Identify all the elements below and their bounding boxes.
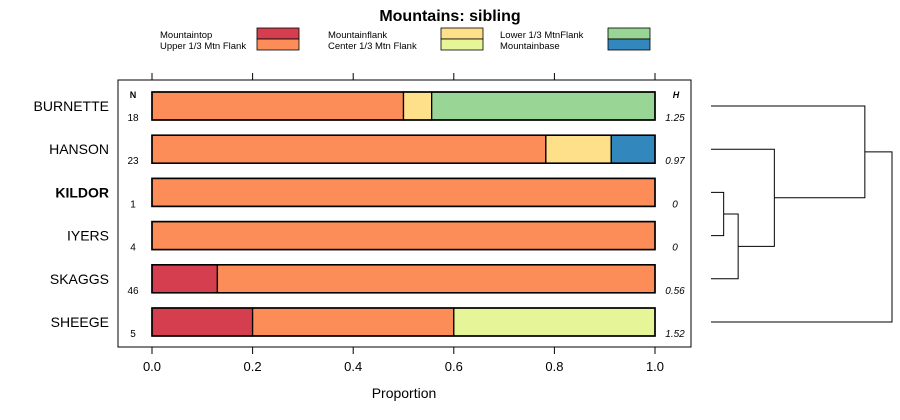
legend-swatch (256, 38, 300, 51)
n-value: 18 (127, 113, 139, 124)
bar-segment (151, 220, 656, 251)
bar-outline (151, 177, 656, 208)
bar-segment (151, 91, 405, 121)
category-label: BURNETTE (34, 98, 109, 114)
dendrogram-link (711, 213, 739, 280)
top-axis-ticks (151, 73, 656, 80)
h-value: 0.56 (665, 286, 685, 297)
bar-segment (151, 134, 547, 164)
category-label: SHEEGE (51, 314, 109, 330)
legend-label: Mountainbase (500, 41, 560, 52)
bar-segment (610, 134, 656, 164)
x-tick-label: 0.6 (445, 359, 463, 374)
h-value: 0 (672, 243, 678, 254)
legend-item: Center 1/3 Mtn Flank (328, 38, 484, 52)
legend-swatch (607, 27, 651, 40)
bar-segment (545, 134, 612, 164)
category-label: SKAGGS (50, 271, 109, 287)
legend-label: Lower 1/3 MtnFlank (500, 30, 584, 41)
bar-outline (151, 220, 656, 251)
h-value: 1.52 (665, 329, 685, 340)
x-tick-label: 0.2 (244, 359, 262, 374)
n-value: 46 (127, 286, 139, 297)
dendrogram-link (711, 151, 893, 323)
legend-item: Mountainbase (500, 38, 651, 52)
bar-segment (151, 264, 219, 294)
legend-label: Mountaintop (160, 30, 212, 41)
h-value: 1.25 (665, 113, 685, 124)
legend-label: Upper 1/3 Mtn Flank (160, 41, 246, 52)
bar-row: IYERS 4 0 (67, 220, 678, 254)
n-column-header: N (130, 90, 137, 100)
plot-frame (117, 79, 692, 348)
x-tick-label: 0.4 (344, 359, 362, 374)
dendrogram-link (711, 105, 866, 199)
legend-swatch (256, 27, 300, 40)
dendrogram-link (711, 191, 725, 237)
legend-swatch (440, 27, 484, 40)
x-axis: 0.0 0.2 0.4 0.6 0.8 1.0 (143, 347, 664, 374)
bar-segment (216, 264, 656, 294)
legend-label: Mountainflank (328, 30, 387, 41)
dendrogram (711, 105, 893, 323)
bar-row: KILDOR 1 0 (55, 177, 678, 210)
legend-item: Upper 1/3 Mtn Flank (160, 38, 300, 52)
bar-segment (151, 177, 656, 208)
x-tick-label: 0.8 (545, 359, 563, 374)
dendrogram-branch (711, 191, 725, 237)
bar-segment (151, 307, 254, 337)
n-value: 1 (130, 199, 136, 210)
legend-swatch (607, 38, 651, 51)
bar-outline (151, 263, 656, 294)
bar-row: SKAGGS 46 0.56 (50, 263, 685, 297)
dendrogram-branch (711, 151, 893, 323)
h-value: 0 (672, 199, 678, 210)
n-value: 4 (130, 243, 136, 254)
legend-label: Center 1/3 Mtn Flank (328, 41, 417, 52)
x-tick-label: 1.0 (646, 359, 664, 374)
dendrogram-branch (711, 105, 866, 199)
bar-row: BURNETTE 18 1.25 (34, 91, 685, 124)
bar-outline (151, 91, 656, 121)
bar-row: HANSON 23 0.97 (49, 134, 685, 167)
bar-outline (151, 134, 656, 164)
bar-segment (453, 307, 656, 337)
dendrogram-link (711, 148, 775, 247)
dendrogram-branch (711, 148, 775, 247)
category-label: IYERS (67, 228, 109, 244)
category-label: HANSON (49, 141, 109, 157)
h-value: 0.97 (665, 156, 685, 167)
category-label: KILDOR (55, 184, 109, 200)
bar-segment (431, 91, 656, 121)
legend-swatch (440, 38, 484, 51)
dendrogram-branch (711, 213, 739, 280)
x-tick-label: 0.0 (143, 359, 161, 374)
bar-row: SHEEGE 5 1.52 (51, 307, 685, 340)
n-value: 23 (127, 156, 139, 167)
x-axis-label: Proportion (372, 385, 437, 401)
h-column-header: H (673, 90, 680, 100)
bar-rows: BURNETTE 18 1.25 HANSON 23 0.97 KILDOR 1 0 IYERS 4… (34, 91, 685, 340)
bar-segment (402, 91, 433, 121)
bar-segment (251, 307, 455, 337)
bar-outline (151, 307, 656, 337)
n-value: 5 (130, 329, 136, 340)
chart-title: Mountains: sibling (379, 8, 520, 25)
